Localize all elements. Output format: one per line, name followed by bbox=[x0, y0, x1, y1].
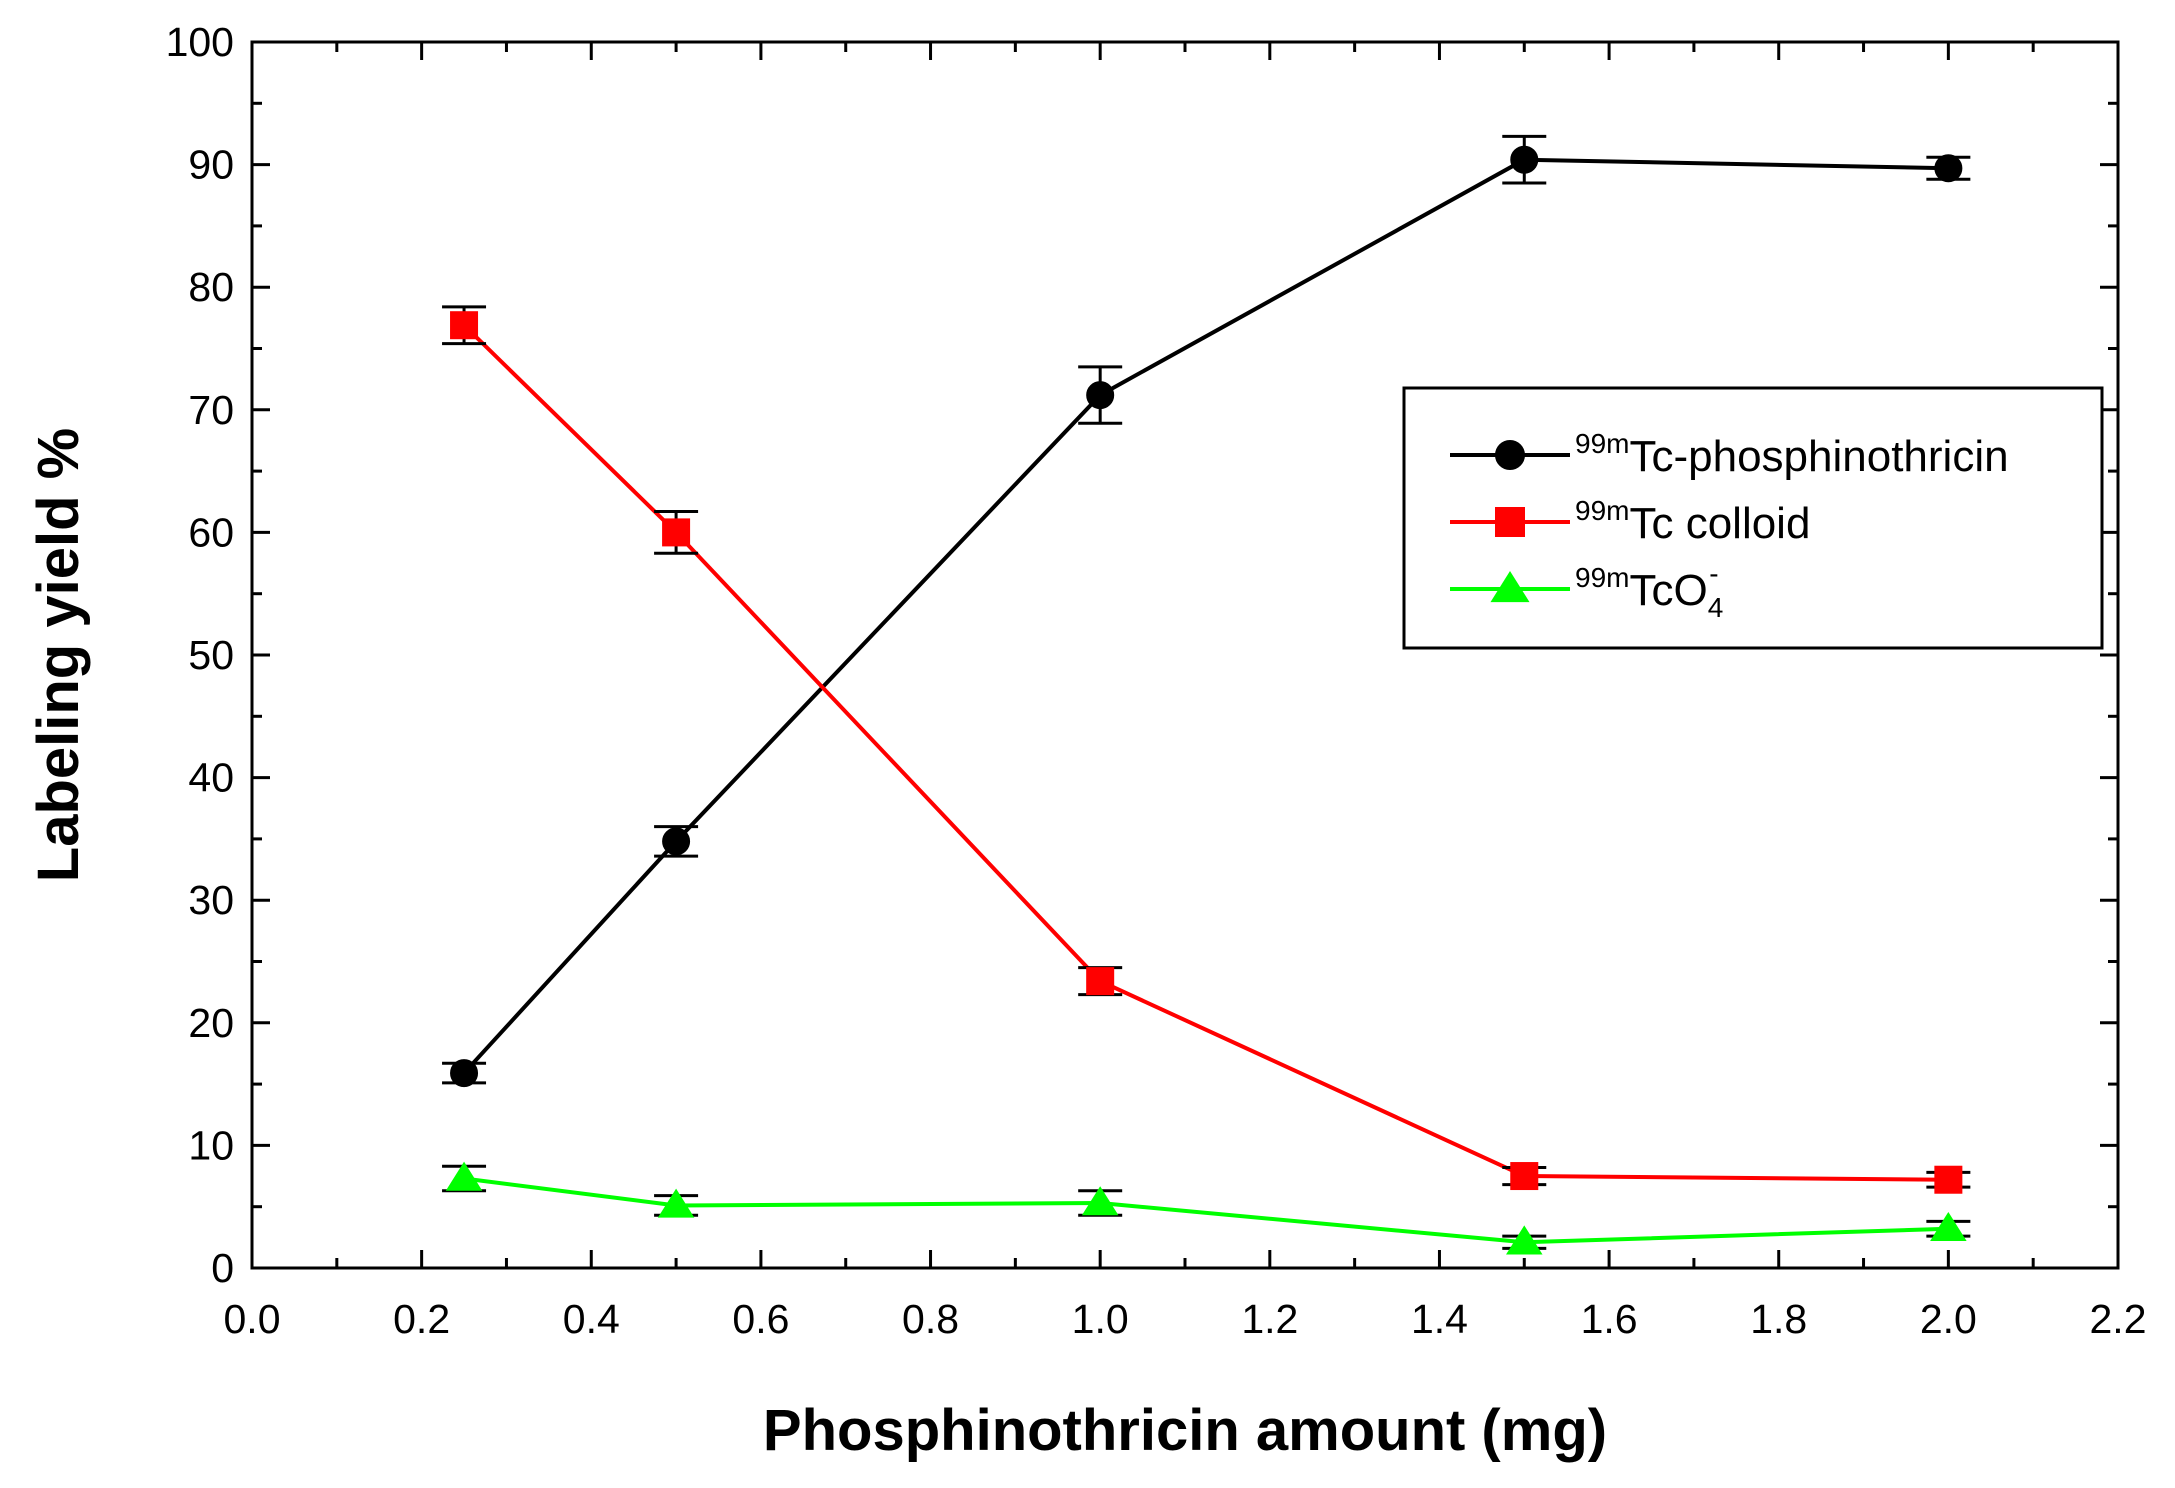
x-tick-label: 1.2 bbox=[1241, 1296, 1298, 1342]
data-point bbox=[662, 518, 691, 547]
y-tick-label: 90 bbox=[188, 142, 234, 188]
y-tick-label: 60 bbox=[188, 509, 234, 555]
data-point bbox=[657, 1188, 695, 1218]
data-point bbox=[1086, 381, 1115, 410]
legend-label-name: TcO bbox=[1629, 566, 1707, 615]
legend-label-prefix: 99m bbox=[1575, 428, 1629, 459]
legend-entry-1: 99mTc-phosphinothricin bbox=[1450, 428, 2009, 481]
series-2 bbox=[442, 305, 1971, 1194]
data-point bbox=[450, 1059, 479, 1088]
y-tick-label: 50 bbox=[188, 632, 234, 678]
x-tick-label: 0.0 bbox=[224, 1296, 281, 1342]
legend-label: 99mTc colloid bbox=[1575, 495, 1810, 548]
y-tick-label: 20 bbox=[188, 1000, 234, 1046]
x-tick-label: 1.8 bbox=[1750, 1296, 1807, 1342]
data-point bbox=[445, 1161, 483, 1191]
legend-label-name: Tc colloid bbox=[1629, 499, 1810, 548]
legend-label-prefix: 99m bbox=[1575, 562, 1629, 593]
y-tick-label: 30 bbox=[188, 877, 234, 923]
x-tick-label: 0.4 bbox=[563, 1296, 620, 1342]
series-3 bbox=[442, 1161, 1971, 1255]
x-tick-label: 2.2 bbox=[2090, 1296, 2147, 1342]
legend-label-name: Tc-phosphinothricin bbox=[1629, 432, 2008, 481]
data-point bbox=[1930, 1211, 1967, 1241]
y-tick-label: 0 bbox=[211, 1245, 234, 1291]
data-point bbox=[662, 827, 691, 856]
axis-tick-labels: 0.0 0.2 0.4 0.6 0.8 1.0 1.2 1.4 1.6 1.8 2.0 2.2 0 10 2… bbox=[166, 19, 2147, 1342]
x-tick-label: 1.6 bbox=[1581, 1296, 1638, 1342]
y-tick-label: 70 bbox=[188, 387, 234, 433]
data-point bbox=[1934, 154, 1963, 183]
axis-ticks bbox=[250, 40, 2120, 1270]
y-axis-title: Labeling yield % bbox=[26, 428, 91, 882]
y-tick-label: 40 bbox=[188, 755, 234, 801]
x-tick-label: 1.0 bbox=[1072, 1296, 1129, 1342]
data-point bbox=[1506, 1225, 1543, 1255]
y-tick-label: 100 bbox=[166, 19, 234, 65]
legend-entry-2: 99mTc colloid bbox=[1450, 495, 1810, 548]
legend-label: 99mTc-phosphinothricin bbox=[1575, 428, 2009, 481]
data-point bbox=[450, 311, 479, 340]
data-point bbox=[1086, 967, 1115, 996]
legend-entry-3: 99mTcO4- bbox=[1450, 558, 1723, 623]
legend-label-subscript: 4 bbox=[1708, 592, 1724, 623]
x-tick-label: 2.0 bbox=[1920, 1296, 1977, 1342]
legend-label-superscript: - bbox=[1709, 558, 1718, 589]
legend-marker bbox=[1495, 440, 1525, 470]
series-layer bbox=[442, 134, 1971, 1255]
x-tick-label: 0.6 bbox=[732, 1296, 789, 1342]
x-axis-title: Phosphinothricin amount (mg) bbox=[763, 1398, 1607, 1463]
legend-label: 99mTcO4- bbox=[1575, 558, 1723, 623]
x-tick-label: 0.8 bbox=[902, 1296, 959, 1342]
data-point bbox=[1510, 1162, 1539, 1191]
legend-marker bbox=[1490, 571, 1530, 603]
y-tick-label: 80 bbox=[188, 264, 234, 310]
legend-marker bbox=[1495, 507, 1525, 537]
data-point bbox=[1510, 145, 1539, 174]
x-tick-label: 1.4 bbox=[1411, 1296, 1468, 1342]
series-1 bbox=[442, 134, 1971, 1088]
plot-frame bbox=[250, 40, 2120, 1270]
y-tick-label: 10 bbox=[188, 1122, 234, 1168]
data-point bbox=[1934, 1165, 1963, 1194]
x-tick-label: 0.2 bbox=[393, 1296, 450, 1342]
legend-label-prefix: 99m bbox=[1575, 495, 1629, 526]
data-point bbox=[1081, 1186, 1119, 1216]
